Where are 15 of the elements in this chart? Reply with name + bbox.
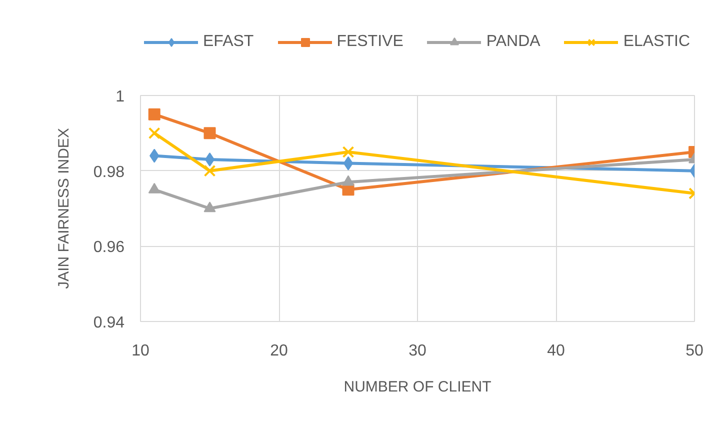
legend-label: ELASTIC [623,33,690,51]
x-axis-title: NUMBER OF CLIENT [344,378,492,396]
y-tick-label: 0.94 [93,314,125,332]
y-tick-label: 1 [116,88,125,106]
legend-label: PANDA [486,33,540,51]
x-tick-label: 30 [408,342,426,360]
x-tick-label: 50 [686,342,704,360]
y-tick-label: 0.98 [93,164,125,181]
x-tick-label: 20 [270,342,288,360]
x-tick-label: 40 [547,342,565,360]
y-axis-title: JAIN FAIRNESS INDEX [55,128,72,289]
x-tick-label: 10 [132,342,150,360]
legend-label: FESTIVE [336,33,404,51]
y-tick-label: 0.96 [93,239,125,256]
legend-label: EFAST [203,33,254,51]
